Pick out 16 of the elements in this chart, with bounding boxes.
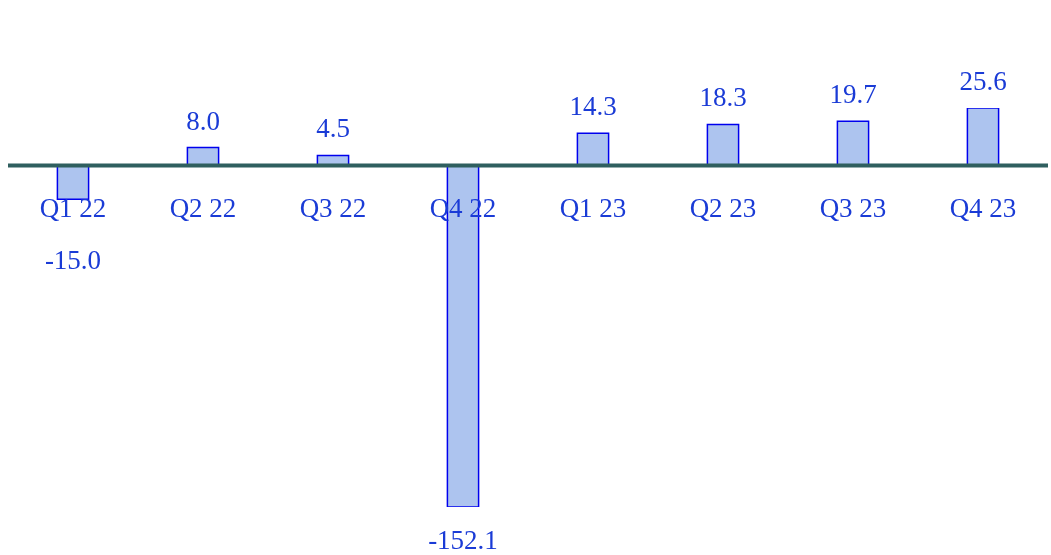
data-label: 25.6 bbox=[959, 66, 1007, 96]
data-label: 8.0 bbox=[186, 105, 220, 136]
x-tick-label: Q4 23 bbox=[949, 193, 1017, 224]
x-tick-label: Q1 23 bbox=[559, 193, 627, 224]
x-tick-label: Q2 22 bbox=[169, 193, 237, 224]
data-label: 19.7 bbox=[829, 79, 877, 110]
data-label: 4.5 bbox=[316, 113, 350, 144]
data-label: 18.3 bbox=[699, 82, 747, 113]
x-tick-label: Q2 23 bbox=[689, 193, 757, 224]
data-label: -15.0 bbox=[44, 245, 102, 276]
bar bbox=[56, 164, 90, 200]
x-tick-label: Q1 22 bbox=[39, 193, 107, 224]
data-label: 14.3 bbox=[569, 91, 617, 122]
data-label: -152.1 bbox=[428, 525, 498, 555]
x-tick-label: Q3 22 bbox=[299, 193, 367, 224]
x-tick-label: Q3 23 bbox=[819, 193, 887, 224]
